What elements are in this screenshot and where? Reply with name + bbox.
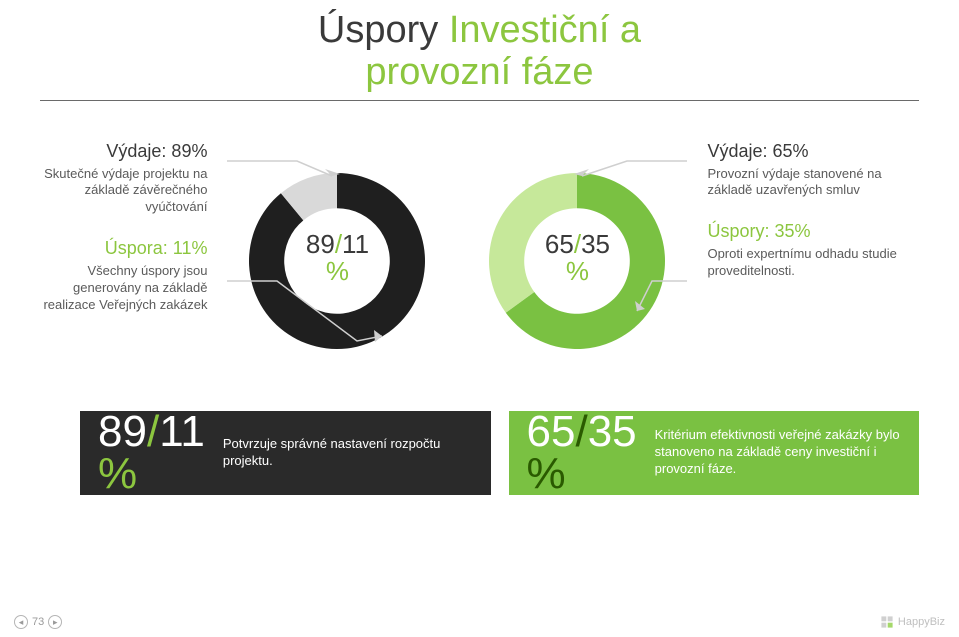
page-number: 73 (32, 616, 44, 628)
brand-logo: HappyBiz (880, 615, 945, 629)
page-title: Úspory Investiční a provozní fáze (318, 10, 641, 94)
title-part1: Úspory (318, 9, 438, 51)
summary-box-2: 65/35 % Kritérium efektivnosti veřejné z… (509, 411, 920, 495)
mid-row: Výdaje: 89% Skutečné výdaje projektu na … (40, 141, 919, 381)
box1-pct: % (98, 453, 205, 495)
right-body: Provozní výdaje stanovené na základě uza… (707, 166, 919, 200)
box2-pct: % (527, 453, 637, 495)
nav-prev-icon[interactable]: ◂ (14, 615, 28, 629)
donut2-wrap: 65/35 % (467, 141, 687, 381)
donut1-chart (227, 141, 447, 381)
brand-icon (880, 615, 894, 629)
brand-label: HappyBiz (898, 616, 945, 628)
right-text-col: Výdaje: 65% Provozní výdaje stanovené na… (707, 141, 919, 381)
left-body: Skutečné výdaje projektu na základě závě… (40, 166, 207, 217)
right-head: Výdaje: 65% (707, 141, 919, 162)
right-accent: Úspory: 35% (707, 221, 919, 242)
right-accent-body: Oproti expertnímu odhadu studie provedit… (707, 246, 919, 280)
nav-next-icon[interactable]: ▸ (48, 615, 62, 629)
footer-left: ◂ 73 ▸ (14, 615, 62, 629)
left-text-col: Výdaje: 89% Skutečné výdaje projektu na … (40, 141, 207, 381)
footer: ◂ 73 ▸ HappyBiz (14, 615, 945, 629)
left-head: Výdaje: 89% (40, 141, 207, 162)
box1-slash: / (147, 407, 159, 456)
box2-big: 65/35 % (527, 411, 637, 495)
left-accent-body: Všechny úspory jsou generovány na základ… (40, 263, 207, 314)
box1-b: 11 (159, 407, 205, 456)
summary-box-1: 89/11 % Potvrzuje správné nastavení rozp… (80, 411, 491, 495)
box1-text: Potvrzuje správné nastavení rozpočtu pro… (223, 436, 473, 470)
donut2-chart (467, 141, 687, 381)
box2-text: Kritérium efektivnosti veřejné zakázky b… (655, 427, 901, 478)
page-title-wrap: Úspory Investiční a provozní fáze (40, 10, 919, 94)
box2-b: 35 (588, 407, 637, 456)
box2-slash: / (575, 407, 587, 456)
title-rule (40, 100, 919, 101)
box1-big: 89/11 % (98, 411, 205, 495)
title-part3: provozní fáze (365, 51, 593, 93)
summary-boxes: 89/11 % Potvrzuje správné nastavení rozp… (80, 411, 919, 495)
donut1-wrap: 89/11 % (227, 141, 447, 381)
left-accent: Úspora: 11% (40, 238, 207, 259)
title-part2: Investiční a (449, 9, 641, 51)
